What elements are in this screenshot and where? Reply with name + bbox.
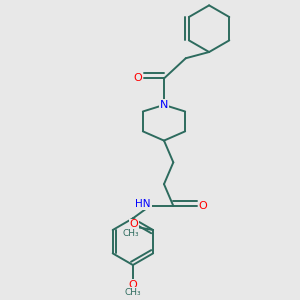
Text: O: O [134, 74, 142, 83]
Text: CH₃: CH₃ [122, 229, 139, 238]
Text: O: O [199, 201, 207, 211]
Text: CH₃: CH₃ [124, 288, 141, 297]
Text: N: N [160, 100, 168, 110]
Text: HN: HN [135, 199, 151, 209]
Text: O: O [128, 280, 137, 290]
Text: O: O [130, 219, 139, 230]
